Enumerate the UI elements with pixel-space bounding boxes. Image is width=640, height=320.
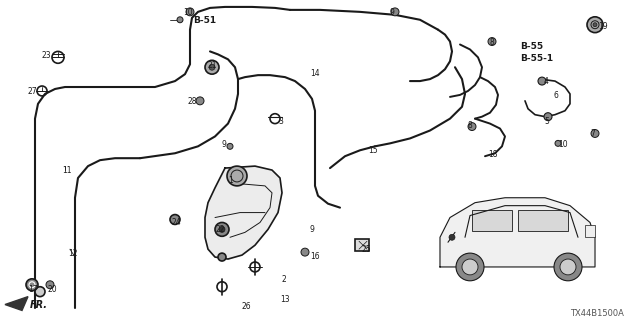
Polygon shape (440, 198, 595, 267)
Circle shape (391, 8, 399, 16)
Text: B-55-1: B-55-1 (520, 54, 553, 63)
Circle shape (544, 113, 552, 121)
Circle shape (205, 60, 219, 74)
Circle shape (587, 17, 603, 33)
Circle shape (591, 130, 599, 137)
Text: 15: 15 (368, 146, 378, 155)
Text: B-51: B-51 (193, 16, 216, 25)
Text: 25: 25 (362, 245, 372, 254)
Text: 19: 19 (598, 22, 607, 31)
Text: 10: 10 (558, 140, 568, 149)
Text: 22: 22 (216, 225, 225, 235)
Circle shape (196, 97, 204, 105)
Circle shape (209, 64, 215, 70)
Text: 27: 27 (28, 87, 38, 96)
Circle shape (555, 140, 561, 146)
Text: 9: 9 (222, 140, 227, 149)
Circle shape (227, 166, 247, 186)
Circle shape (215, 222, 229, 236)
Text: 20: 20 (48, 285, 58, 294)
Polygon shape (5, 297, 28, 310)
Circle shape (218, 253, 226, 261)
Text: 5: 5 (544, 117, 549, 126)
Circle shape (186, 8, 194, 16)
FancyBboxPatch shape (518, 210, 568, 231)
Text: 2: 2 (282, 275, 287, 284)
Text: 21: 21 (208, 61, 218, 70)
Circle shape (560, 259, 576, 275)
Circle shape (26, 279, 38, 291)
Text: 23: 23 (42, 52, 52, 60)
Circle shape (35, 287, 45, 297)
Text: 13: 13 (280, 295, 290, 304)
FancyBboxPatch shape (355, 239, 369, 251)
Polygon shape (205, 166, 282, 259)
Text: TX44B1500A: TX44B1500A (570, 309, 624, 318)
Text: 1: 1 (228, 176, 233, 185)
Circle shape (554, 253, 582, 281)
Text: 26: 26 (242, 301, 252, 310)
Text: 10: 10 (183, 8, 193, 17)
Text: B-55: B-55 (520, 42, 543, 51)
Circle shape (219, 227, 225, 232)
Circle shape (177, 17, 183, 23)
Circle shape (46, 281, 54, 289)
Text: 18: 18 (488, 150, 497, 159)
Circle shape (456, 253, 484, 281)
Text: 8: 8 (490, 37, 495, 47)
Text: 7: 7 (590, 129, 595, 138)
Polygon shape (585, 225, 595, 237)
Text: 17: 17 (28, 285, 38, 294)
Text: 8: 8 (468, 121, 473, 130)
Text: 9: 9 (390, 8, 395, 17)
Text: 16: 16 (310, 252, 319, 261)
Circle shape (170, 214, 180, 224)
Circle shape (538, 77, 546, 85)
Circle shape (449, 234, 455, 240)
Text: 6: 6 (554, 91, 559, 100)
Circle shape (301, 248, 309, 256)
Text: 28: 28 (188, 97, 198, 106)
Circle shape (227, 143, 233, 149)
Text: FR.: FR. (30, 300, 48, 309)
Text: 3: 3 (278, 117, 283, 126)
Text: 24: 24 (172, 218, 182, 227)
Text: 11: 11 (62, 166, 72, 175)
Text: 9: 9 (310, 225, 315, 235)
Circle shape (462, 259, 478, 275)
Circle shape (488, 37, 496, 45)
Text: 4: 4 (544, 77, 549, 86)
FancyBboxPatch shape (472, 210, 512, 231)
Text: 14: 14 (310, 69, 319, 78)
Circle shape (468, 123, 476, 131)
Text: 12: 12 (68, 249, 77, 258)
Circle shape (593, 23, 597, 27)
